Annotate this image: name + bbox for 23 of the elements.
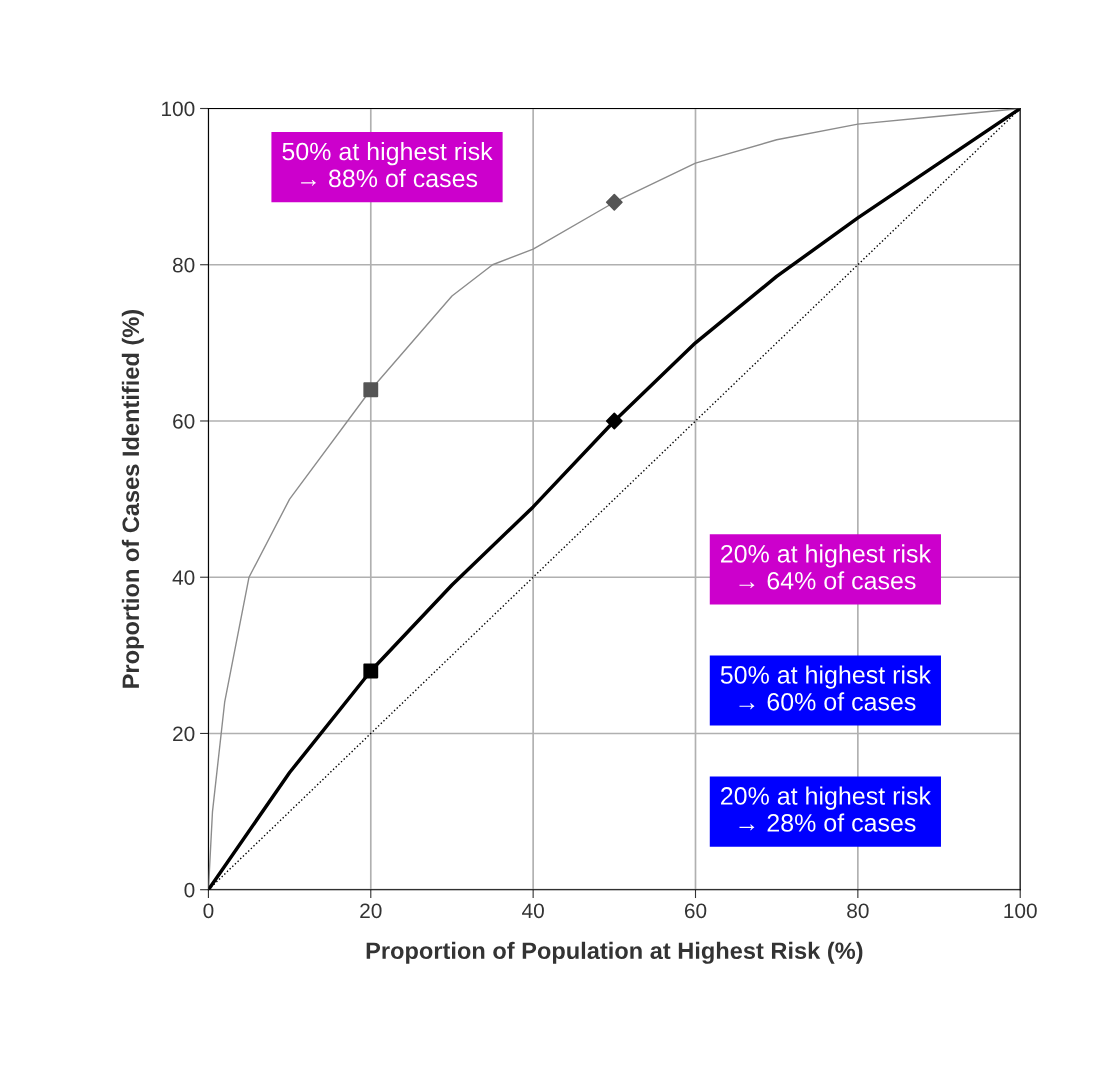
x-tick-label: 20 xyxy=(360,903,382,919)
x-tick-label: 0 xyxy=(203,903,214,919)
point xyxy=(605,412,623,430)
y-tick-label: 80 xyxy=(172,257,195,273)
point xyxy=(363,382,379,398)
x-tick-label: 60 xyxy=(684,903,707,919)
point xyxy=(363,663,379,679)
x-tick-label: 40 xyxy=(522,903,544,919)
point xyxy=(605,193,623,211)
y-axis-title: Proportion of Cases Identified (%) xyxy=(121,310,144,688)
annotation: 50% at highest risk → 88% of cases xyxy=(282,141,493,188)
annotation: 50% at highest risk → 60% of cases xyxy=(720,665,932,711)
annotation: 20% at highest risk → 64% of cases xyxy=(721,544,932,590)
x-tick-label: 100 xyxy=(1004,903,1037,919)
x-tick-label: 80 xyxy=(847,903,869,919)
y-tick-label: 40 xyxy=(172,570,195,585)
annotation: 20% at highest risk → 28% of cases xyxy=(721,786,932,832)
y-tick-label: 20 xyxy=(173,726,195,742)
x-axis-title: Proportion of Population at Highest Risk (%) xyxy=(366,941,863,964)
y-tick-label: 100 xyxy=(162,101,195,117)
y-tick-label: 0 xyxy=(184,882,195,898)
y-tick-label: 60 xyxy=(173,413,195,429)
line-series xyxy=(208,108,1021,890)
